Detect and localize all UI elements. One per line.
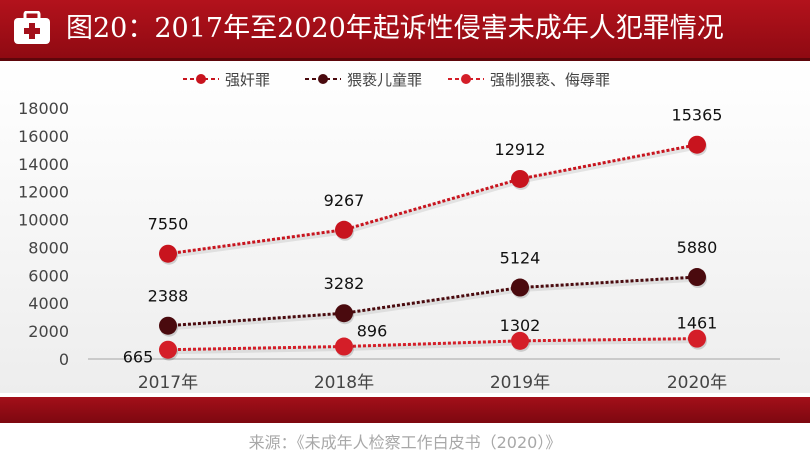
legend-marker (196, 74, 206, 84)
data-point (335, 337, 353, 356)
x-tick-label: 2019年 (490, 373, 550, 393)
legend-label: 强奸罪 (225, 71, 270, 89)
data-label: 5124 (500, 249, 541, 268)
data-point (335, 304, 353, 323)
y-tick-label: 16000 (18, 127, 69, 146)
y-tick-label: 2000 (28, 322, 69, 341)
data-point (159, 244, 177, 263)
source-note: 来源：《未成年人检察工作白皮书（2020）》 (248, 433, 562, 452)
data-label: 15365 (672, 106, 723, 125)
data-label: 2388 (148, 287, 189, 306)
legend-marker (318, 74, 328, 84)
y-tick-label: 4000 (28, 294, 69, 313)
data-label: 1302 (500, 316, 541, 335)
chart-panel: 0 2000 4000 6000 8000 10000 12000 14000 16000 180… (0, 61, 810, 393)
legend-marker (461, 74, 471, 84)
footer-band (0, 397, 810, 423)
data-label: 5880 (677, 238, 718, 257)
chart-title: 图20：2017年至2020年起诉性侵害未成年人犯罪情况 (66, 13, 724, 44)
data-point (688, 329, 706, 348)
y-tick-label: 14000 (18, 155, 69, 174)
y-tick-label: 10000 (18, 211, 69, 230)
data-point (511, 331, 529, 350)
legend-label: 猥亵儿童罪 (347, 71, 422, 89)
y-tick-label: 12000 (18, 183, 69, 202)
data-point (511, 169, 529, 188)
data-label: 896 (357, 322, 388, 341)
data-label: 665 (123, 348, 154, 367)
series-line-shadow (168, 276, 699, 331)
data-point (688, 268, 706, 287)
medical-kit-icon (14, 11, 50, 44)
series-line-shadow (168, 338, 699, 355)
series-line (167, 337, 698, 352)
x-tick-label: 2020年 (667, 373, 727, 393)
data-label: 3282 (324, 274, 365, 293)
title-banner: 图20：2017年至2020年起诉性侵害未成年人犯罪情况 (0, 0, 810, 61)
series-line-shadow (168, 144, 699, 259)
x-tick-label: 2018年 (314, 373, 374, 393)
data-point (688, 135, 706, 154)
y-tick-label: 8000 (28, 238, 69, 257)
data-label: 1461 (677, 314, 718, 333)
y-tick-label: 18000 (18, 99, 69, 118)
data-point (511, 278, 529, 297)
series-line (167, 275, 698, 328)
data-label: 9267 (324, 191, 365, 210)
data-label: 7550 (148, 215, 189, 234)
data-label: 12912 (495, 140, 546, 159)
series-line (167, 143, 698, 256)
x-tick-label: 2017年 (138, 373, 198, 393)
legend-label: 强制猥亵、侮辱罪 (490, 71, 610, 89)
line-chart: 0 2000 4000 6000 8000 10000 12000 14000 16000 180… (18, 71, 780, 393)
y-tick-label: 6000 (28, 266, 69, 285)
data-point (335, 220, 353, 239)
data-point (159, 316, 177, 335)
data-point (159, 340, 177, 359)
y-tick-label: 0 (59, 350, 69, 369)
